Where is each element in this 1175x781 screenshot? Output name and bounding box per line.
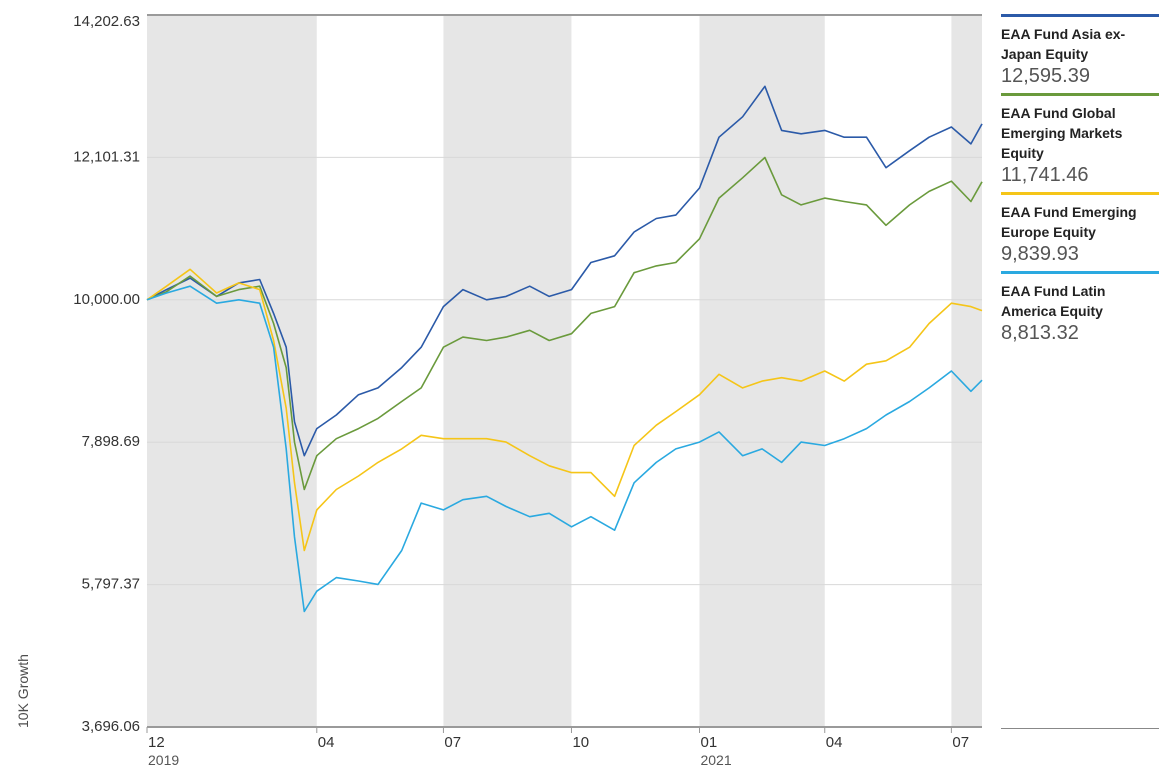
y-tick-label: 3,696.06 [82, 718, 140, 735]
legend-series-name: EAA Fund Global Emerging Markets Equity [1001, 105, 1123, 161]
shaded-band-2 [699, 15, 825, 727]
x-tick-label: 04 [826, 734, 843, 751]
shaded-band-1 [443, 15, 572, 727]
gridlines [147, 14, 982, 728]
legend-series-value: 8,813.32 [1001, 322, 1079, 344]
legend-series-name: EAA Fund Latin America Equity [1001, 283, 1106, 319]
series-line-1 [146, 156, 983, 491]
x-tick-label: 01 [700, 734, 717, 751]
x-tick-label: 07 [444, 734, 461, 751]
x-tick-label: 07 [952, 734, 969, 751]
x-tick-year: 2021 [700, 752, 731, 768]
x-tick-year: 2019 [148, 752, 179, 768]
legend-item: EAA Fund Asia ex-Japan Equity 12,595.39 [1001, 14, 1159, 88]
legend-item: EAA Fund Global Emerging Markets Equity 1… [1001, 93, 1159, 187]
series-line-0 [146, 85, 983, 457]
y-axis-ticks: 14,202.63 12,101.31 10,000.00 7,898.69 5,797… [73, 13, 140, 735]
legend: EAA Fund Asia ex-Japan Equity 12,595.39 EA… [1001, 14, 1159, 350]
y-tick-label: 12,101.31 [73, 148, 140, 165]
legend-series-value: 12,595.39 [1001, 65, 1090, 87]
legend-series-name: EAA Fund Emerging Europe Equity [1001, 204, 1137, 240]
legend-series-value: 9,839.93 [1001, 243, 1079, 265]
series-lines [146, 85, 983, 613]
y-tick-label: 14,202.63 [73, 13, 140, 30]
x-tick-label: 12 [148, 734, 165, 751]
shaded-band-0 [147, 15, 317, 727]
x-tick-label: 04 [318, 734, 335, 751]
y-tick-label: 10,000.00 [73, 291, 140, 308]
legend-item: EAA Fund Latin America Equity 8,813.32 [1001, 271, 1159, 345]
y-axis-label: 10K Growth [15, 654, 31, 728]
legend-series-name: EAA Fund Asia ex-Japan Equity [1001, 26, 1126, 62]
y-tick-label: 5,797.37 [82, 576, 140, 593]
shaded-band-3 [951, 15, 982, 727]
legend-item: EAA Fund Emerging Europe Equity 9,839.93 [1001, 192, 1159, 266]
series-line-3 [146, 285, 983, 613]
x-tick-label: 10 [572, 734, 589, 751]
y-tick-label: 7,898.69 [82, 433, 140, 450]
legend-bottom-rule [1001, 728, 1159, 729]
series-line-2 [146, 268, 983, 552]
legend-series-value: 11,741.46 [1001, 164, 1089, 186]
